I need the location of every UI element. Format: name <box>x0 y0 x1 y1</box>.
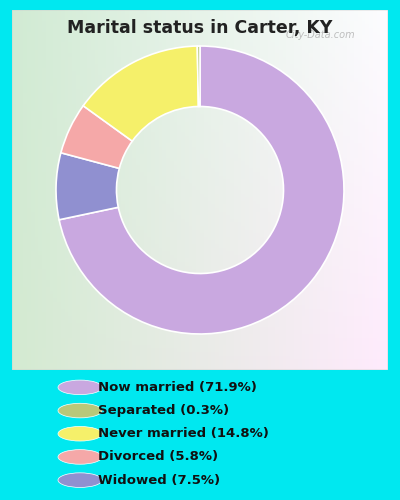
Circle shape <box>58 380 102 394</box>
Text: Divorced (5.8%): Divorced (5.8%) <box>98 450 218 464</box>
Wedge shape <box>83 46 198 141</box>
Circle shape <box>58 450 102 464</box>
Circle shape <box>58 473 102 488</box>
Wedge shape <box>59 46 344 334</box>
Text: Never married (14.8%): Never married (14.8%) <box>98 427 269 440</box>
Wedge shape <box>61 106 132 168</box>
Wedge shape <box>56 153 119 220</box>
Circle shape <box>58 404 102 418</box>
Wedge shape <box>197 46 200 106</box>
Text: City-Data.com: City-Data.com <box>286 30 355 40</box>
Text: Widowed (7.5%): Widowed (7.5%) <box>98 474 220 486</box>
Circle shape <box>58 426 102 441</box>
Text: Separated (0.3%): Separated (0.3%) <box>98 404 229 417</box>
Text: Now married (71.9%): Now married (71.9%) <box>98 381 257 394</box>
Text: Marital status in Carter, KY: Marital status in Carter, KY <box>67 18 333 36</box>
